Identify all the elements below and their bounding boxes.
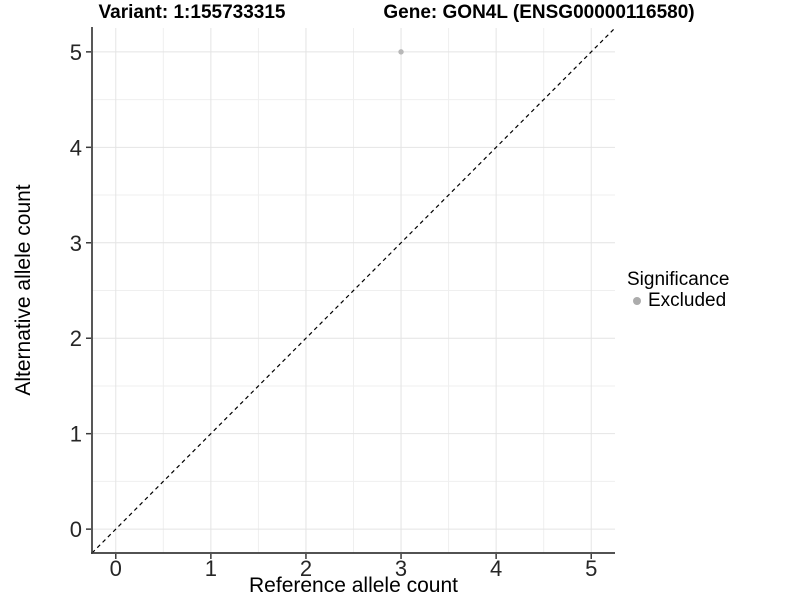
plot-title-variant: Variant: 1:155733315 xyxy=(98,2,286,23)
y-tick-label: 4 xyxy=(70,135,82,160)
legend-item-label: Excluded xyxy=(648,290,727,311)
x-axis-label: Reference allele count xyxy=(249,574,458,597)
legend-title: Significance xyxy=(627,269,730,290)
legend: Significance Excluded xyxy=(627,269,729,311)
x-tick-label: 3 xyxy=(395,556,407,581)
x-tick-label: 4 xyxy=(490,556,502,581)
plot-title-gene: Gene: GON4L (ENSG00000116580) xyxy=(383,2,695,23)
legend-point-icon xyxy=(633,296,641,305)
y-tick-label: 0 xyxy=(70,517,82,542)
y-tick-label: 1 xyxy=(70,422,82,447)
y-tick-label: 2 xyxy=(70,326,82,351)
y-axis-label: Alternative allele count xyxy=(12,184,35,396)
x-tick-label: 5 xyxy=(585,556,597,581)
legend-item-excluded: Excluded xyxy=(627,290,729,311)
identity-line xyxy=(91,27,616,554)
x-tick-label: 0 xyxy=(110,556,122,581)
data-point xyxy=(398,49,404,55)
y-tick-label: 3 xyxy=(70,231,82,256)
x-tick-label: 2 xyxy=(300,556,312,581)
y-tick-label: 5 xyxy=(70,40,82,65)
x-tick-label: 1 xyxy=(205,556,217,581)
